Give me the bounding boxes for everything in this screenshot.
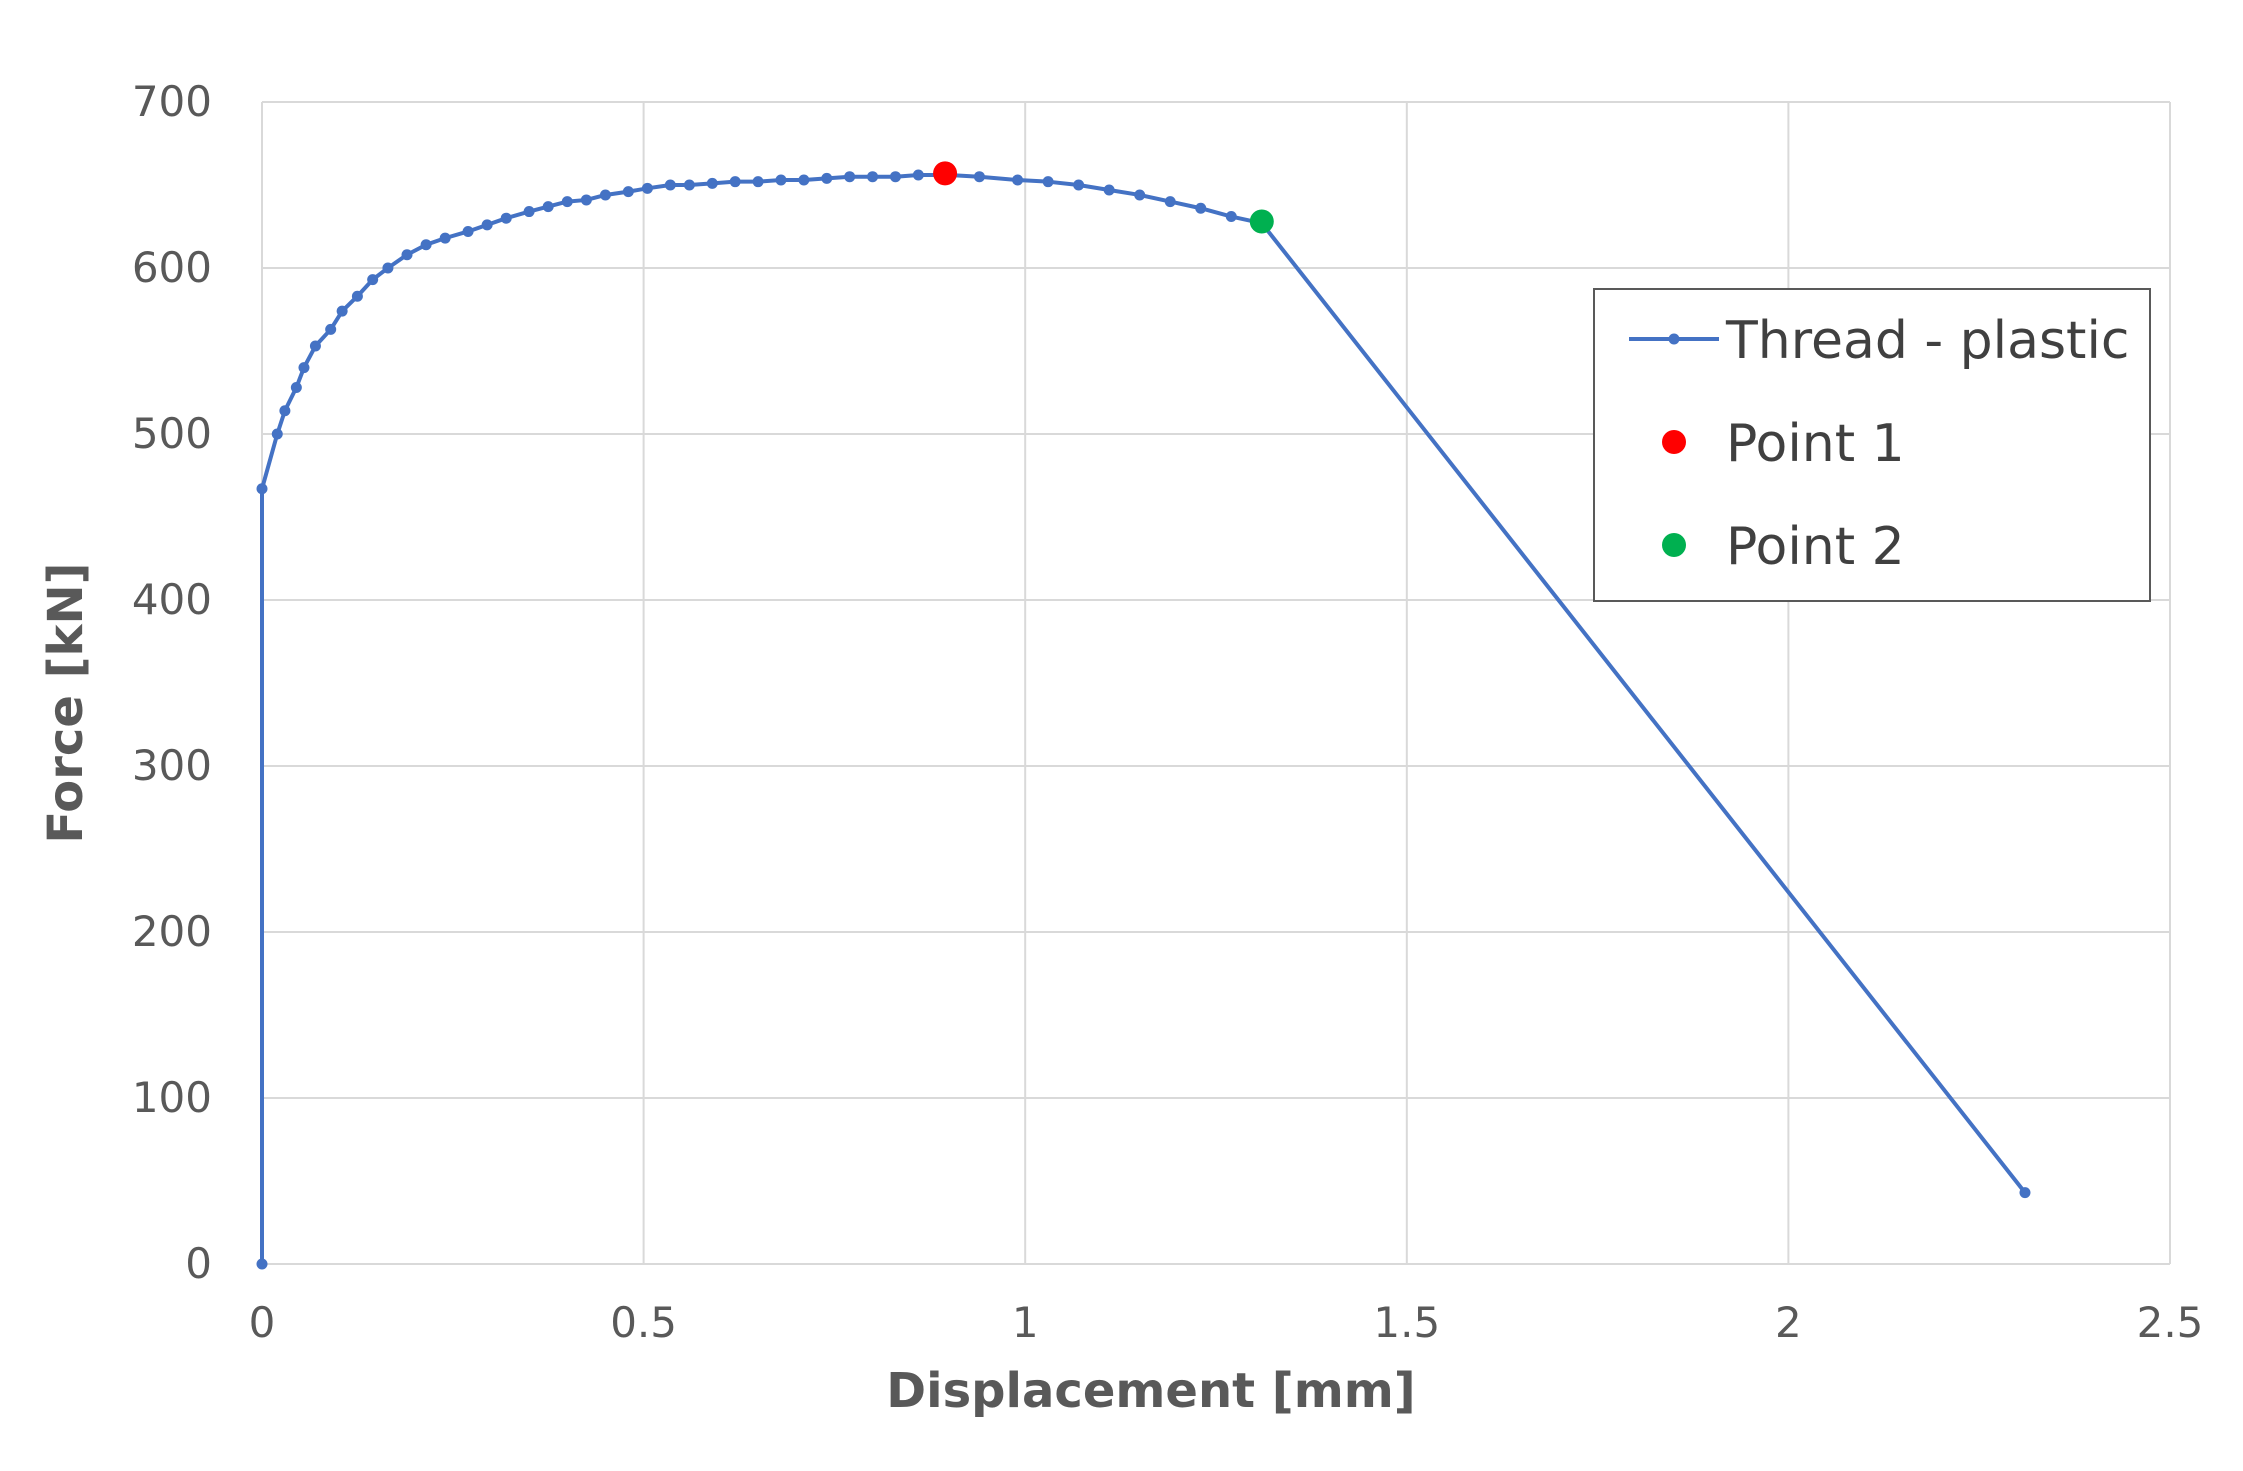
y-tick-label: 300 xyxy=(132,741,212,790)
data-point xyxy=(580,194,592,206)
y-tick-label: 500 xyxy=(132,409,212,458)
data-point xyxy=(420,239,432,251)
x-tick-label: 2.5 xyxy=(2137,1298,2204,1347)
highlight-point xyxy=(1249,209,1274,234)
legend: Thread - plastic Point 1 Point 2 xyxy=(1593,288,2151,602)
data-point xyxy=(683,179,695,191)
data-point xyxy=(1042,176,1054,188)
data-point xyxy=(290,382,302,394)
data-point xyxy=(481,219,493,231)
data-point xyxy=(2019,1187,2031,1199)
data-point xyxy=(775,174,787,186)
data-point xyxy=(382,262,394,274)
legend-label: Point 2 xyxy=(1726,517,1905,577)
data-point xyxy=(599,189,611,201)
legend-label: Point 1 xyxy=(1726,414,1905,474)
data-point xyxy=(1225,211,1237,223)
y-tick-label: 700 xyxy=(132,77,212,126)
data-point xyxy=(867,171,879,183)
data-point xyxy=(912,169,924,181)
data-point xyxy=(271,428,283,440)
data-point xyxy=(1073,179,1085,191)
data-point xyxy=(729,176,741,188)
x-tick-label: 0.5 xyxy=(610,1298,677,1347)
data-point xyxy=(298,362,310,374)
x-tick-label: 0 xyxy=(249,1298,276,1347)
data-point xyxy=(664,179,676,191)
data-point xyxy=(351,290,363,302)
data-point xyxy=(542,201,554,213)
data-point xyxy=(1134,189,1146,201)
x-tick-label: 1.5 xyxy=(1373,1298,1440,1347)
data-point xyxy=(256,483,268,495)
data-point xyxy=(706,177,718,189)
data-point xyxy=(523,206,535,218)
data-point xyxy=(561,196,573,208)
data-point xyxy=(325,323,337,335)
data-point xyxy=(821,172,833,184)
data-point xyxy=(256,1258,268,1270)
x-axis-title: Displacement [mm] xyxy=(886,1363,1415,1419)
data-point xyxy=(367,274,379,286)
data-point xyxy=(752,176,764,188)
data-point xyxy=(641,182,653,194)
data-point xyxy=(500,212,512,224)
tick-labels: 0 100 200 300 400 500 600 700 0 0.5 1 1.5 2 2.5 xyxy=(132,77,2204,1347)
data-point xyxy=(439,232,451,244)
data-point xyxy=(336,305,348,317)
data-point xyxy=(279,405,291,417)
data-point xyxy=(462,225,474,237)
legend-marker-swatch xyxy=(1662,533,1686,557)
data-point xyxy=(1195,202,1207,214)
y-tick-label: 200 xyxy=(132,907,212,956)
data-point xyxy=(973,171,985,183)
data-point xyxy=(1164,196,1176,208)
legend-label: Thread - plastic xyxy=(1725,311,2129,371)
plot-area xyxy=(256,161,2031,1270)
data-point xyxy=(1012,174,1024,186)
data-point xyxy=(1103,184,1115,196)
data-point xyxy=(844,171,856,183)
y-tick-label: 400 xyxy=(132,575,212,624)
highlight-point xyxy=(933,161,958,186)
x-tick-label: 1 xyxy=(1012,1298,1039,1347)
data-point xyxy=(309,340,321,352)
y-tick-label: 0 xyxy=(185,1239,212,1288)
legend-marker-swatch xyxy=(1662,430,1686,454)
data-point xyxy=(889,171,901,183)
y-tick-label: 600 xyxy=(132,243,212,292)
data-point xyxy=(622,186,634,198)
y-tick-label: 100 xyxy=(132,1073,212,1122)
data-point xyxy=(798,174,810,186)
grid xyxy=(261,101,2171,1265)
x-tick-label: 2 xyxy=(1775,1298,1802,1347)
legend-marker-swatch xyxy=(1668,333,1680,345)
data-point xyxy=(401,249,413,261)
y-axis-title: Force [kN] xyxy=(38,562,94,843)
